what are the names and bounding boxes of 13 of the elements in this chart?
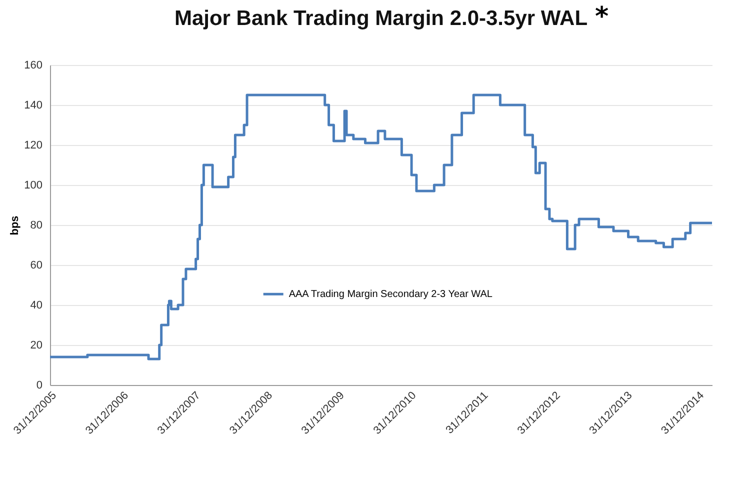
y-tick-label: 20: [30, 340, 42, 352]
chart-title: Major Bank Trading Margin 2.0-3.5yr WAL: [174, 7, 588, 30]
y-tick-label: 40: [30, 300, 42, 312]
y-tick-label: 120: [24, 140, 42, 152]
legend-label: AAA Trading Margin Secondary 2-3 Year WAL: [288, 289, 493, 300]
text: *: [595, 2, 609, 32]
y-tick-label: 80: [30, 220, 42, 232]
y-tick-label: 140: [24, 100, 42, 112]
y-tick-label: 60: [30, 260, 42, 272]
y-tick-label: 0: [36, 380, 42, 392]
y-tick-label: 100: [24, 180, 42, 192]
y-tick-label: 160: [24, 60, 42, 72]
y-axis-title: bps: [9, 216, 22, 236]
